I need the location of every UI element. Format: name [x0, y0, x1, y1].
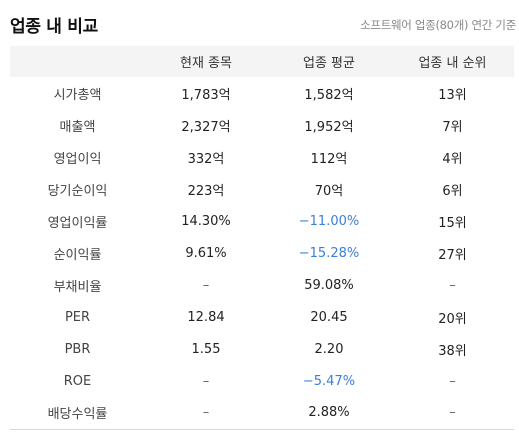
- table-row: PER 12.84 20.45 20위: [10, 301, 514, 333]
- rank-value-cell: 20위: [438, 311, 467, 327]
- metric-label-cell: 매출액: [59, 119, 96, 135]
- metric-label-cell: ROE: [63, 373, 92, 389]
- rank-value-cell: –: [449, 277, 456, 293]
- average-value-cell: 20.45: [310, 309, 348, 325]
- table-row: 시가총액 1,783억 1,582억 13위: [10, 77, 514, 109]
- section-title: 업종 내 비교: [10, 17, 98, 37]
- current-value-cell: 9.61%: [185, 245, 227, 261]
- current-value-cell: 223억: [187, 183, 225, 199]
- column-header-average: 업종 평균: [303, 56, 355, 71]
- metric-label-cell: 당기순이익: [47, 183, 108, 199]
- current-value-cell: 1,783억: [181, 87, 231, 103]
- current-value-cell: 2,327억: [181, 119, 231, 135]
- table-row: 영업이익 332억 112억 4위: [10, 141, 514, 173]
- current-value-cell: 12.84: [187, 309, 225, 325]
- table-row: PBR 1.55 2.20 38위: [10, 333, 514, 365]
- metric-label-cell: 영업이익: [53, 151, 102, 167]
- average-value-cell: 2.20: [314, 341, 344, 357]
- rank-value-cell: –: [449, 373, 456, 389]
- average-value-cell: 1,952억: [304, 119, 354, 135]
- column-header-rank: 업종 내 순위: [418, 56, 487, 71]
- average-value-cell: −5.47%: [302, 373, 356, 389]
- table-header: 현재 종목 업종 평균 업종 내 순위: [10, 46, 514, 77]
- table-header-row: 현재 종목 업종 평균 업종 내 순위: [10, 46, 514, 77]
- section-subtitle: 소프트웨어 업종(80개) 연간 기준: [360, 18, 516, 32]
- table-row: 배당수익률 – 2.88% –: [10, 397, 514, 429]
- average-value-cell: −11.00%: [298, 213, 360, 229]
- average-value-cell: 70억: [314, 183, 344, 199]
- table-row: 부채비율 – 59.08% –: [10, 269, 514, 301]
- rank-value-cell: 7위: [442, 119, 463, 135]
- rank-value-cell: 4위: [442, 151, 463, 167]
- metric-label-cell: 시가총액: [53, 87, 102, 103]
- current-value-cell: 1.55: [191, 341, 221, 357]
- table-row: 순이익률 9.61% −15.28% 27위: [10, 237, 514, 269]
- metric-label-cell: 순이익률: [53, 247, 102, 263]
- metric-label-cell: 부채비율: [53, 279, 102, 295]
- rank-value-cell: 6위: [442, 183, 463, 199]
- rank-value-cell: 38위: [438, 343, 467, 359]
- rank-value-cell: 13위: [438, 87, 467, 103]
- rank-value-cell: 15위: [438, 215, 467, 231]
- section-header: 업종 내 비교 소프트웨어 업종(80개) 연간 기준: [0, 0, 519, 46]
- table-row: 영업이익률 14.30% −11.00% 15위: [10, 205, 514, 237]
- metric-label-cell: PER: [64, 309, 91, 325]
- metric-label-cell: 영업이익률: [47, 215, 108, 231]
- metric-label-cell: 배당수익률: [47, 407, 108, 423]
- current-value-cell: 332억: [187, 151, 225, 167]
- average-value-cell: 2.88%: [308, 405, 350, 421]
- average-value-cell: 112억: [310, 151, 348, 167]
- rank-value-cell: 27위: [438, 247, 467, 263]
- average-value-cell: 1,582억: [304, 87, 354, 103]
- average-value-cell: 59.08%: [304, 277, 354, 293]
- average-value-cell: −15.28%: [298, 245, 360, 261]
- column-header-current: 현재 종목: [180, 56, 232, 71]
- rank-value-cell: –: [449, 405, 456, 421]
- table-row: 당기순이익 223억 70억 6위: [10, 173, 514, 205]
- table-row: 매출액 2,327억 1,952억 7위: [10, 109, 514, 141]
- metric-label-cell: PBR: [64, 341, 91, 357]
- table-row: ROE – −5.47% –: [10, 365, 514, 397]
- current-value-cell: 14.30%: [181, 213, 231, 229]
- column-header-metric: [10, 46, 145, 77]
- current-value-cell: –: [202, 373, 210, 389]
- current-value-cell: –: [202, 405, 210, 421]
- current-value-cell: –: [202, 277, 210, 293]
